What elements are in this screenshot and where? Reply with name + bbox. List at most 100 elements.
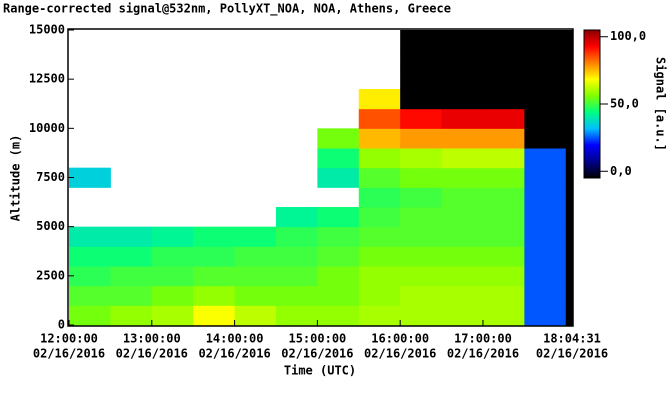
heatmap-cell — [400, 207, 443, 228]
heatmap-cell — [358, 148, 401, 169]
x-tick-date: 02/16/2016 — [281, 347, 353, 361]
heatmap-cell — [358, 187, 401, 208]
x-tick-label: 12:00:00 — [40, 332, 98, 346]
heatmap-cell — [317, 207, 360, 228]
heatmap-cell — [482, 187, 525, 208]
x-tick-label: 14:00:00 — [206, 332, 264, 346]
heatmap-cell — [441, 128, 484, 149]
heatmap-cell — [151, 266, 194, 287]
heatmap-cell — [400, 89, 443, 110]
heatmap-cell — [524, 69, 567, 90]
heatmap-cell — [193, 305, 236, 326]
y-tick-label: 10000 — [29, 121, 65, 135]
heatmap-cell — [524, 187, 567, 208]
x-tick-label: 18:04:31 — [543, 332, 601, 346]
heatmap-cell — [565, 167, 573, 188]
heatmap-cell — [441, 69, 484, 90]
heatmap-cell — [317, 226, 360, 247]
heatmap-cell — [358, 285, 401, 306]
heatmap-cell — [400, 108, 443, 129]
heatmap-cell — [482, 207, 525, 228]
x-tick-label: 13:00:00 — [123, 332, 181, 346]
heatmap-cell — [441, 148, 484, 169]
heatmap-cell — [482, 246, 525, 267]
heatmap-cell — [317, 246, 360, 267]
heatmap-cell — [482, 30, 525, 51]
heatmap-cell — [358, 167, 401, 188]
heatmap-cell — [234, 305, 277, 326]
heatmap-cell — [565, 69, 573, 90]
heatmap-cell — [565, 49, 573, 70]
x-tick-date: 02/16/2016 — [536, 347, 608, 361]
heatmap-cell — [565, 89, 573, 110]
heatmap-cell — [482, 305, 525, 326]
heatmap-cell — [524, 266, 567, 287]
x-axis-label: Time (UTC) — [284, 364, 356, 378]
heatmap-cell — [69, 226, 111, 247]
heatmap-cell — [400, 167, 443, 188]
heatmap-cell — [524, 207, 567, 228]
heatmap-cell — [69, 167, 111, 188]
heatmap-cell — [482, 69, 525, 90]
heatmap-cell — [151, 246, 194, 267]
heatmap-cell — [400, 30, 443, 51]
heatmap-cell — [358, 266, 401, 287]
heatmap-cell — [565, 187, 573, 208]
colorbar-tick-label: 100,0 — [610, 29, 646, 43]
heatmap-cell — [400, 305, 443, 326]
heatmap-cell — [110, 266, 153, 287]
x-tick-date: 02/16/2016 — [364, 347, 436, 361]
y-tick-label: 5000 — [36, 219, 65, 233]
y-axis-label: Altitude (m) — [9, 135, 23, 222]
heatmap-cell — [565, 226, 573, 247]
heatmap-cell — [358, 226, 401, 247]
heatmap-cell — [482, 128, 525, 149]
y-tick-label: 12500 — [29, 72, 65, 86]
heatmap-cell — [69, 266, 111, 287]
colorbar-tick-label: 0,0 — [610, 164, 632, 178]
heatmap-cell — [524, 305, 567, 326]
colorbar-label: Signal [a.u.] — [654, 57, 668, 151]
heatmap-cell — [482, 49, 525, 70]
heatmap-cell — [317, 305, 360, 326]
y-tick-label: 15000 — [29, 23, 65, 37]
heatmap-cell — [441, 266, 484, 287]
x-tick-date: 02/16/2016 — [33, 347, 105, 361]
heatmap-cell — [317, 128, 360, 149]
heatmap-cell — [482, 89, 525, 110]
heatmap-cell — [524, 246, 567, 267]
colorbar — [583, 29, 601, 179]
heatmap-cell — [400, 266, 443, 287]
heatmap-cell — [482, 266, 525, 287]
x-tick-date: 02/16/2016 — [116, 347, 188, 361]
heatmap-cell — [441, 30, 484, 51]
heatmap-cell — [565, 266, 573, 287]
heatmap-cell — [193, 285, 236, 306]
colorbar-tick-label: 50,0 — [610, 97, 639, 111]
heatmap-cell — [317, 167, 360, 188]
heatmap-cell — [275, 305, 318, 326]
heatmap-cell — [400, 246, 443, 267]
heatmap-cell — [275, 246, 318, 267]
heatmap-cell — [565, 246, 573, 267]
heatmap-cell — [234, 226, 277, 247]
chart-title: Range-corrected signal@532nm, PollyXT_NO… — [3, 2, 451, 17]
heatmap-cell — [400, 128, 443, 149]
heatmap-cell — [317, 266, 360, 287]
heatmap-cell — [524, 108, 567, 129]
heatmap-cell — [110, 246, 153, 267]
heatmap-cell — [110, 285, 153, 306]
heatmap-cell — [524, 49, 567, 70]
heatmap-cell — [482, 108, 525, 129]
heatmap-cell — [441, 49, 484, 70]
heatmap-cell — [151, 226, 194, 247]
x-tick-label: 15:00:00 — [288, 332, 346, 346]
heatmap-cell — [524, 226, 567, 247]
heatmap-cell — [482, 285, 525, 306]
heatmap-cell — [275, 266, 318, 287]
x-tick-label: 16:00:00 — [371, 332, 429, 346]
heatmap-cell — [565, 148, 573, 169]
heatmap-cell — [275, 226, 318, 247]
x-tick-date: 02/16/2016 — [198, 347, 270, 361]
heatmap-cell — [275, 285, 318, 306]
